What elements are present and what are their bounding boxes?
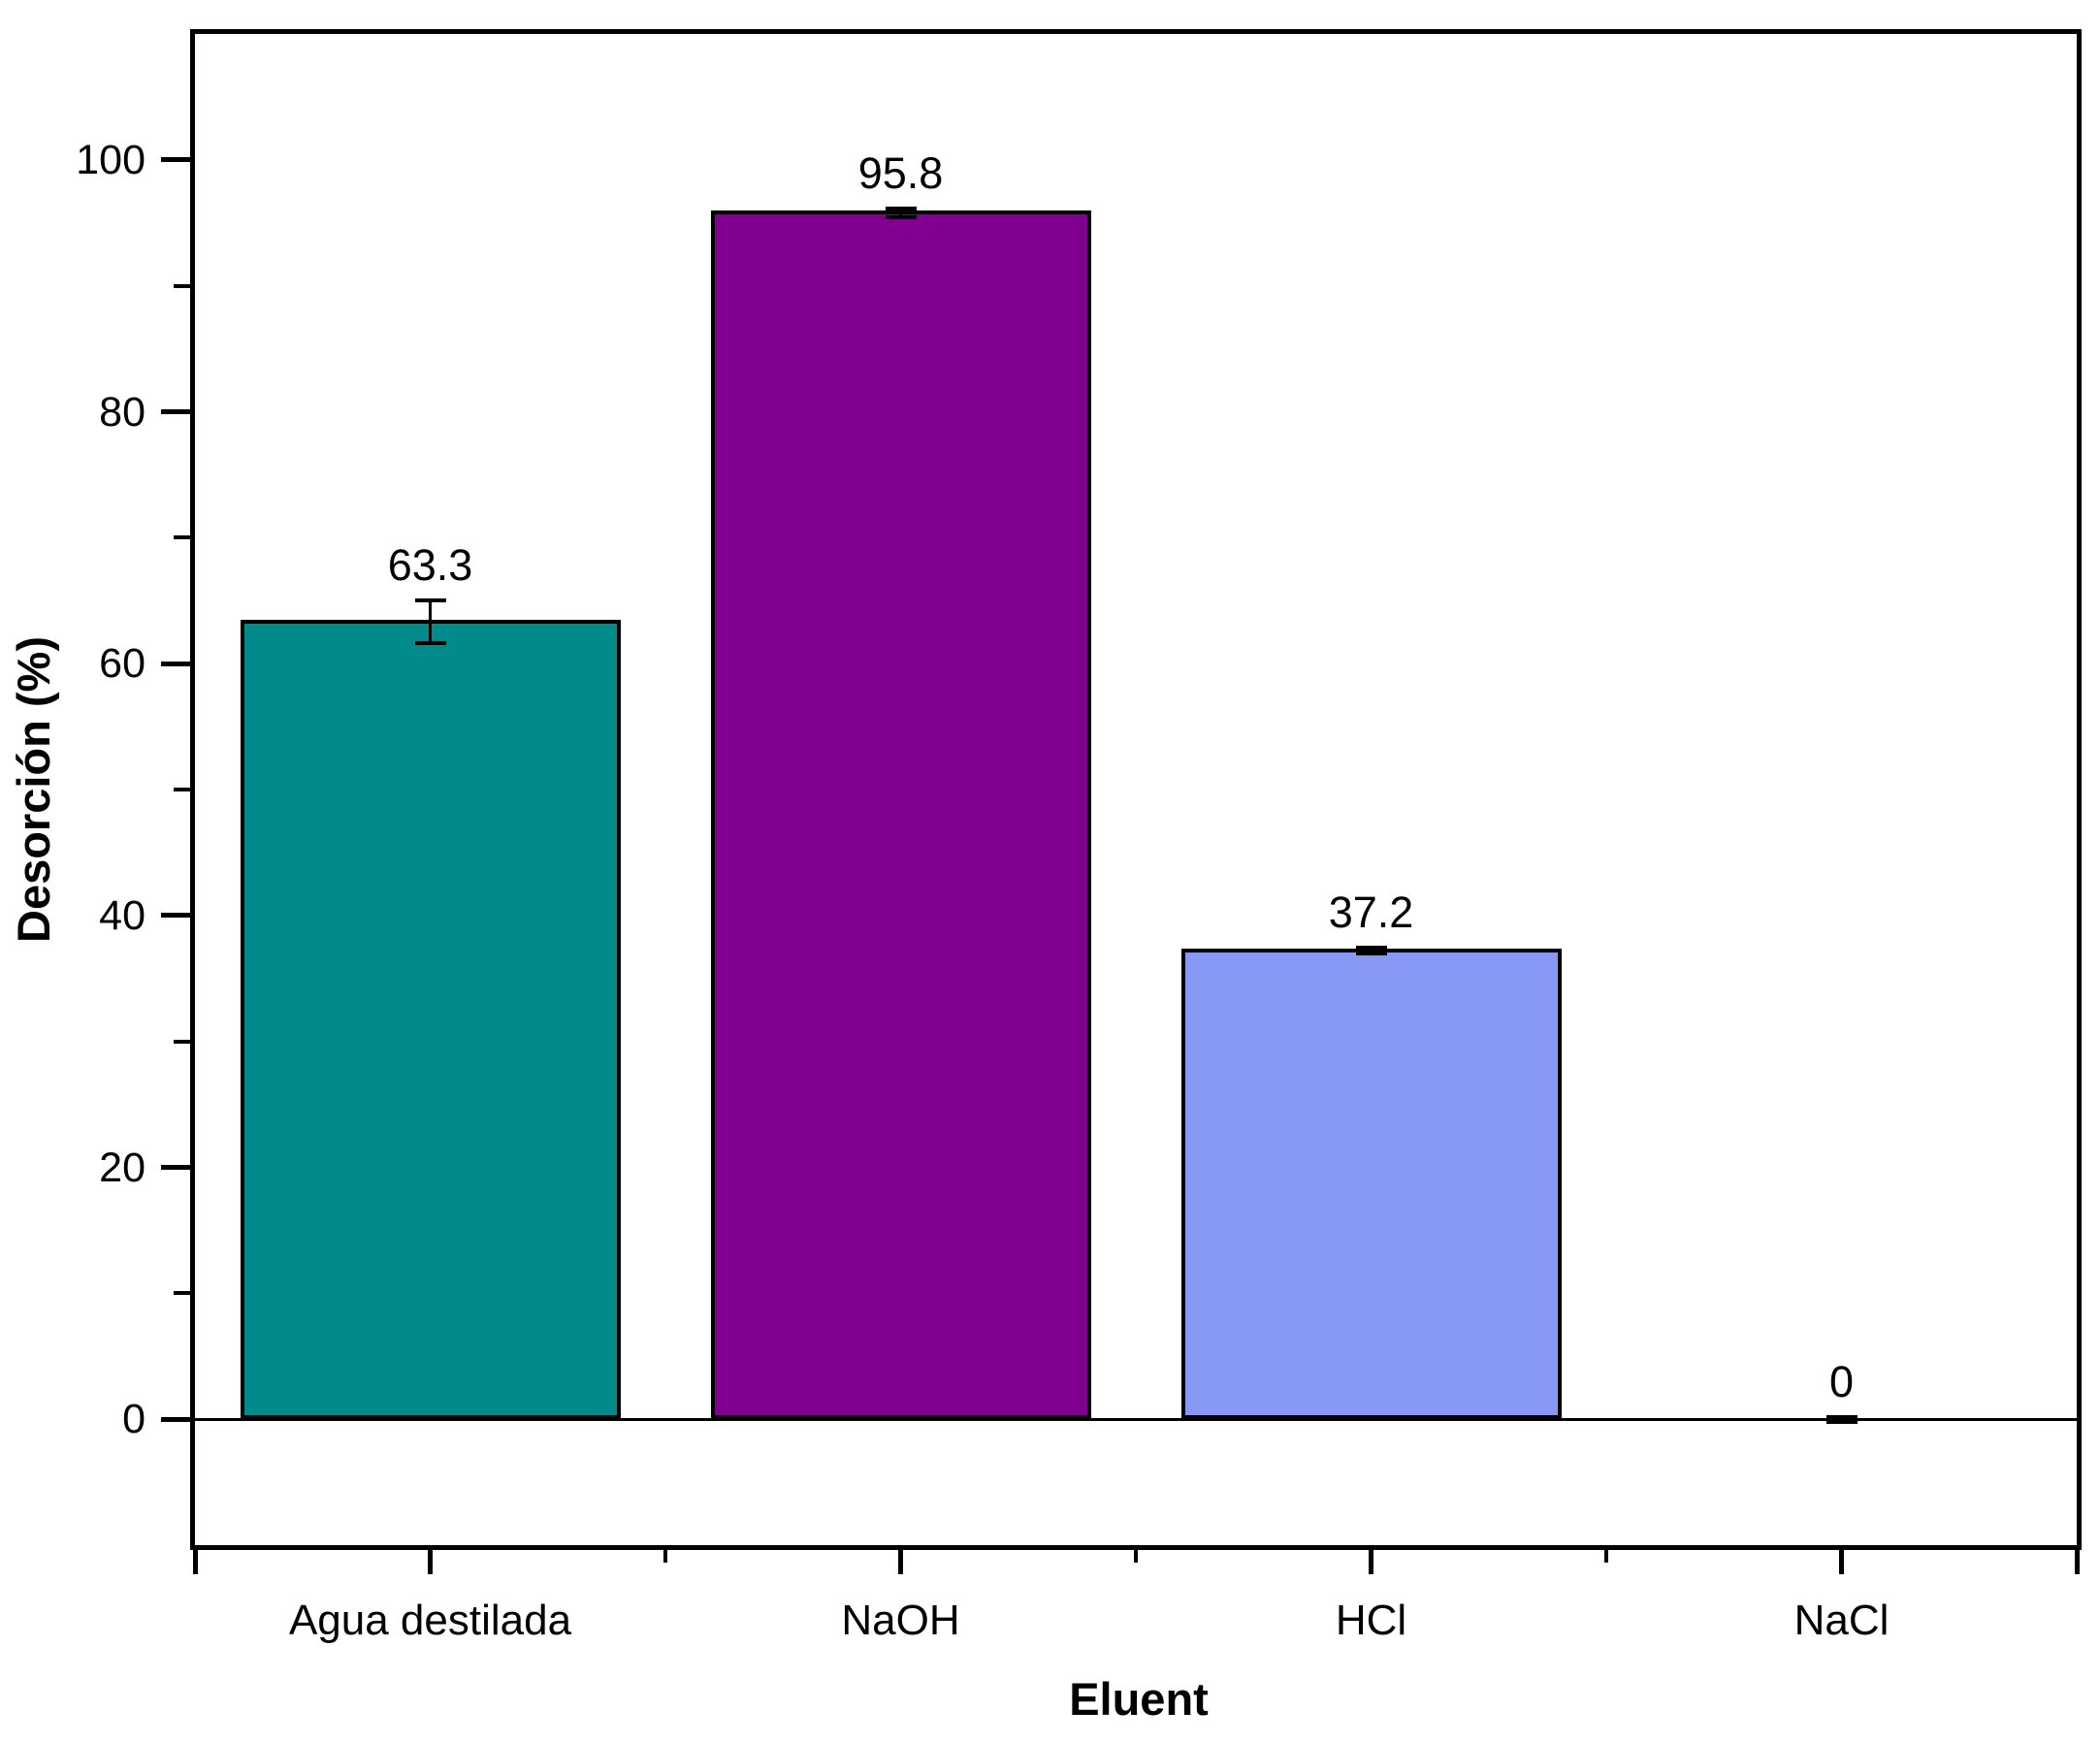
y-axis-major-tick xyxy=(161,409,190,414)
bar-naoh xyxy=(710,210,1091,1420)
category-label-agua-destilada: Agua destilada xyxy=(288,1597,572,1644)
y-tick-label-100: 100 xyxy=(76,136,145,183)
error-bar-cap-top xyxy=(1825,1414,1858,1419)
x-axis-major-tick xyxy=(1369,1548,1373,1574)
x-axis-minor-tick xyxy=(1134,1548,1138,1563)
zero-baseline xyxy=(195,1417,2077,1421)
y-axis-major-tick xyxy=(161,913,190,919)
error-bar-cap-top xyxy=(885,206,917,210)
y-axis-minor-tick xyxy=(174,1291,190,1296)
y-tick-label-40: 40 xyxy=(99,891,145,939)
category-label-hcl: HCl xyxy=(1335,1597,1407,1644)
y-axis-title: Desorción (%) xyxy=(7,636,59,943)
y-tick-label-20: 20 xyxy=(99,1144,145,1191)
y-axis-minor-tick xyxy=(174,535,190,540)
y-axis-minor-tick xyxy=(174,788,190,791)
value-label-hcl: 37.2 xyxy=(1328,887,1414,937)
y-tick-label-60: 60 xyxy=(99,640,145,688)
x-axis-major-tick xyxy=(1839,1548,1844,1574)
y-axis-major-tick xyxy=(161,157,190,163)
x-axis-edge-tick xyxy=(2074,1548,2080,1574)
y-axis-minor-tick xyxy=(174,283,190,288)
y-tick-label-0: 0 xyxy=(122,1396,145,1443)
error-bar-cap-bottom xyxy=(885,214,917,219)
error-bar-line xyxy=(1840,1416,1843,1422)
x-axis-major-tick xyxy=(898,1548,903,1574)
category-label-nacl: NaCl xyxy=(1793,1597,1890,1644)
x-axis-minor-tick xyxy=(1604,1548,1608,1563)
bar-agua-destilada xyxy=(240,620,621,1420)
y-axis-major-tick xyxy=(161,661,190,666)
error-bar-cap-bottom xyxy=(1825,1419,1858,1424)
y-axis-minor-tick xyxy=(174,1039,190,1044)
bar-hcl xyxy=(1180,949,1562,1420)
x-axis-major-tick xyxy=(428,1548,433,1574)
value-label-nacl: 0 xyxy=(1828,1356,1855,1406)
error-bar-line xyxy=(429,600,432,644)
y-axis-major-tick xyxy=(161,1416,190,1422)
error-bar-line xyxy=(1370,947,1373,954)
y-tick-label-80: 80 xyxy=(99,388,145,436)
category-label-naoh: NaOH xyxy=(841,1597,960,1644)
value-label-naoh: 95.8 xyxy=(857,147,944,198)
error-bar-cap-top xyxy=(1355,945,1387,950)
x-axis-title: Eluent xyxy=(1069,1673,1209,1725)
error-bar-cap-top xyxy=(414,598,446,603)
value-label-agua-destilada: 63.3 xyxy=(387,540,473,591)
x-axis-edge-tick xyxy=(192,1548,198,1574)
error-bar-line xyxy=(899,208,902,217)
error-bar-cap-bottom xyxy=(1355,952,1387,956)
error-bar-cap-bottom xyxy=(414,641,446,646)
x-axis-minor-tick xyxy=(663,1548,667,1563)
y-axis-major-tick xyxy=(161,1165,190,1170)
